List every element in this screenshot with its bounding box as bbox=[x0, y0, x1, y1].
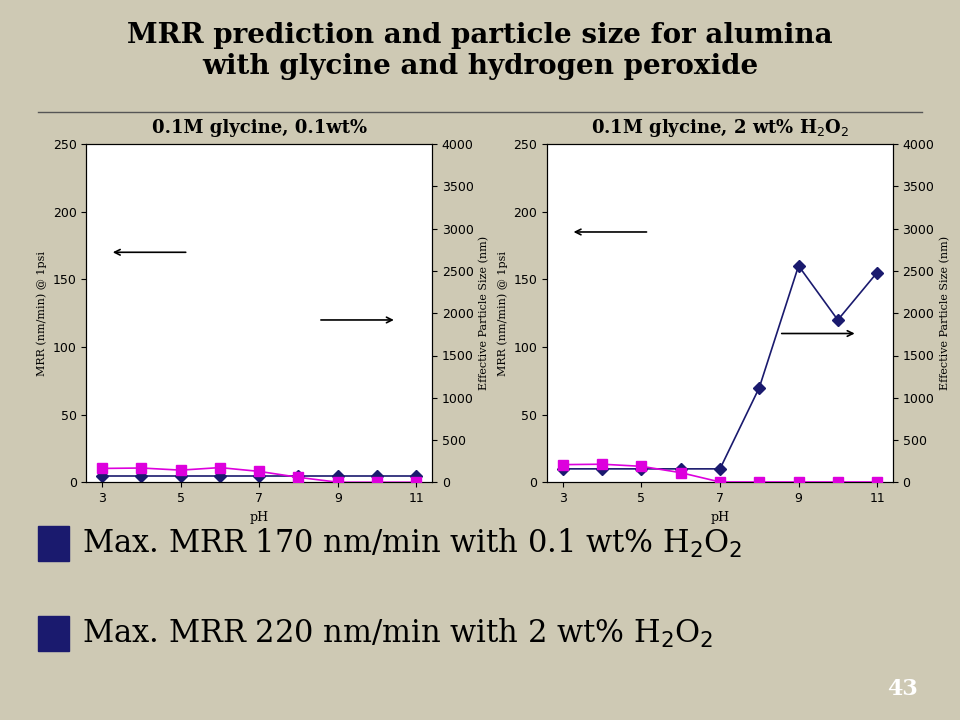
X-axis label: pH: pH bbox=[250, 510, 269, 523]
Y-axis label: Effective Particle Size (nm): Effective Particle Size (nm) bbox=[940, 236, 950, 390]
Title: 0.1M glycine, 2 wt% H$_2$O$_2$: 0.1M glycine, 2 wt% H$_2$O$_2$ bbox=[590, 117, 850, 139]
Title: 0.1M glycine, 0.1wt%: 0.1M glycine, 0.1wt% bbox=[152, 119, 367, 137]
Y-axis label: MRR (nm/min) @ 1psi: MRR (nm/min) @ 1psi bbox=[497, 251, 508, 376]
Text: MRR prediction and particle size for alumina
with glycine and hydrogen peroxide: MRR prediction and particle size for alu… bbox=[127, 22, 833, 80]
Y-axis label: Effective Particle Size (nm): Effective Particle Size (nm) bbox=[479, 236, 490, 390]
Text: Max. MRR 170 nm/min with 0.1 wt% H$_2$O$_2$: Max. MRR 170 nm/min with 0.1 wt% H$_2$O$… bbox=[82, 527, 742, 560]
Y-axis label: MRR (nm/min) @ 1psi: MRR (nm/min) @ 1psi bbox=[36, 251, 47, 376]
Text: 43: 43 bbox=[887, 678, 918, 701]
X-axis label: pH: pH bbox=[710, 510, 730, 523]
Text: Max. MRR 220 nm/min with 2 wt% H$_2$O$_2$: Max. MRR 220 nm/min with 2 wt% H$_2$O$_2… bbox=[82, 617, 713, 650]
